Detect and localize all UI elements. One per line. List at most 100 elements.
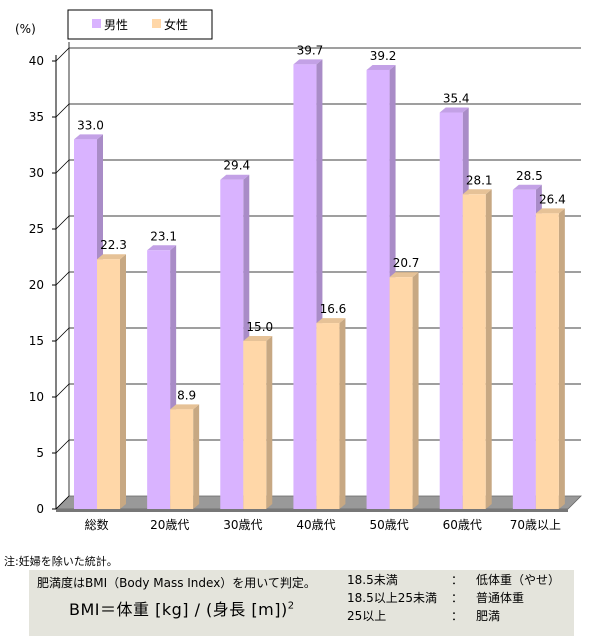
- data-label: 39.2: [370, 49, 397, 63]
- x-tick-label: 20歳代: [150, 518, 189, 532]
- bars: [74, 59, 565, 510]
- bar-top: [316, 318, 346, 324]
- data-labels: 33.0 22.3 23.1 8.9 29.4 15.0 39.7 16.6 39.2 20.7 3…: [77, 43, 566, 402]
- bmi-category: 普通体重: [476, 591, 525, 605]
- bar-side: [120, 254, 126, 509]
- bar-female: [462, 189, 492, 509]
- bar-top: [293, 59, 323, 65]
- bar-front: [97, 259, 120, 509]
- y-tick-label: 20: [29, 278, 44, 292]
- y-axis-unit: (%): [15, 22, 36, 36]
- chart-floor-edge: [56, 509, 568, 512]
- y-tick-label: 5: [36, 446, 44, 460]
- bar-top: [170, 404, 200, 410]
- x-tick-label: 40歳代: [296, 518, 335, 532]
- bar-front: [293, 64, 317, 510]
- bar-front: [512, 189, 536, 510]
- bar-front: [170, 409, 194, 509]
- bmi-category: 肥満: [476, 609, 501, 623]
- bar-female: [97, 254, 126, 509]
- bar-front: [535, 213, 559, 509]
- bar-top: [220, 174, 250, 180]
- bar-front: [220, 179, 244, 509]
- bar-side: [558, 208, 565, 509]
- y-tick-label: 30: [29, 166, 44, 180]
- bar-top: [366, 64, 396, 70]
- legend-label: 女性: [164, 17, 188, 32]
- bmi-formula-exponent: 2: [287, 600, 295, 612]
- bmi-row: 18.5未満 ： 低体重（やせ）: [347, 571, 560, 589]
- legend-label: 男性: [104, 18, 128, 32]
- bmi-row: 18.5以上25未満 ： 普通体重: [347, 589, 560, 607]
- data-label: 15.0: [246, 320, 273, 334]
- x-tick-label: 30歳代: [223, 518, 262, 532]
- bar-female: [243, 336, 273, 509]
- bar-side: [339, 318, 346, 509]
- data-label: 28.5: [516, 169, 543, 183]
- bar-front: [366, 69, 390, 510]
- bar-top: [389, 272, 419, 278]
- x-tick-label: 総数: [85, 517, 109, 532]
- data-label: 33.0: [77, 118, 104, 132]
- y-tick-label: 40: [29, 54, 44, 68]
- bar-female: [316, 318, 346, 509]
- bar-top: [535, 208, 565, 214]
- y-tick-label: 15: [29, 334, 44, 348]
- data-label: 23.1: [150, 229, 177, 243]
- bar-top: [243, 336, 273, 341]
- bar-front: [74, 139, 97, 509]
- data-label: 20.7: [393, 256, 420, 270]
- bmi-range: 25以上: [347, 609, 387, 623]
- axes: 0 5 10 15 20 25 30 35 40 (%) 総数 20歳代 30歳代 40歳代 50歳代 60歳…: [15, 22, 561, 532]
- bar-top: [462, 189, 492, 195]
- bar-chart: 0 5 10 15 20 25 30 35 40 (%) 総数 20歳代 30歳代 40歳代 50歳代 60歳…: [15, 9, 582, 532]
- bar-top: [439, 107, 469, 113]
- bmi-heading: 肥満度はBMI（Body Mass Index）を用いて判定。: [37, 576, 316, 590]
- bar-side: [412, 272, 419, 509]
- y-tick-label: 25: [29, 222, 44, 236]
- data-label: 39.7: [297, 43, 324, 57]
- data-label: 28.1: [466, 173, 493, 187]
- bmi-row: 25以上 ： 肥満: [347, 607, 560, 625]
- data-label: 29.4: [223, 159, 250, 173]
- bmi-category: 低体重（やせ）: [476, 573, 561, 587]
- bar-top: [97, 254, 126, 260]
- bmi-category-table: 18.5未満 ： 低体重（やせ） 18.5以上25未満 ： 普通体重 25以上 …: [347, 571, 560, 625]
- legend: 男性 女性: [67, 9, 213, 40]
- legend-swatch: [92, 19, 101, 28]
- bar-side: [485, 189, 492, 509]
- bar-front: [389, 277, 413, 509]
- x-tick-label: 60歳代: [443, 518, 482, 532]
- bar-front: [462, 194, 486, 509]
- bar-top: [74, 134, 103, 140]
- bar-female: [535, 208, 565, 509]
- footnote: 注:妊婦を除いた統計。: [4, 555, 118, 568]
- bmi-colon: ：: [451, 591, 464, 605]
- bmi-colon: ：: [451, 609, 464, 623]
- data-label: 26.4: [539, 192, 566, 206]
- x-tick-label: 50歳代: [370, 518, 409, 532]
- data-label: 35.4: [443, 92, 470, 106]
- bmi-colon: ：: [451, 573, 464, 587]
- bar-front: [147, 250, 171, 509]
- data-label: 8.9: [177, 388, 196, 402]
- legend-box: [67, 9, 213, 40]
- bmi-info-box: 肥満度はBMI（Body Mass Index）を用いて判定。 BMI＝体重 […: [29, 570, 574, 636]
- bmi-formula-text: BMI＝体重 [kg] / (身長 [m]): [69, 600, 288, 619]
- bar-front: [439, 112, 463, 510]
- y-tick-label: 35: [29, 110, 44, 124]
- bmi-range: 18.5以上25未満: [347, 591, 437, 605]
- bar-top: [147, 245, 177, 251]
- bmi-formula: BMI＝体重 [kg] / (身長 [m])2: [69, 596, 295, 620]
- bar-front: [316, 323, 340, 509]
- y-tick-label: 0: [36, 502, 44, 516]
- wall-corner: [55, 495, 70, 510]
- legend-swatch: [152, 19, 161, 28]
- data-label: 22.3: [100, 238, 127, 252]
- x-tick-label: 70歳以上: [510, 518, 561, 532]
- bar-front: [243, 341, 267, 509]
- bar-female: [170, 404, 200, 509]
- y-tick-label: 10: [29, 390, 44, 404]
- bar-side: [266, 336, 273, 509]
- bar-top: [512, 184, 542, 190]
